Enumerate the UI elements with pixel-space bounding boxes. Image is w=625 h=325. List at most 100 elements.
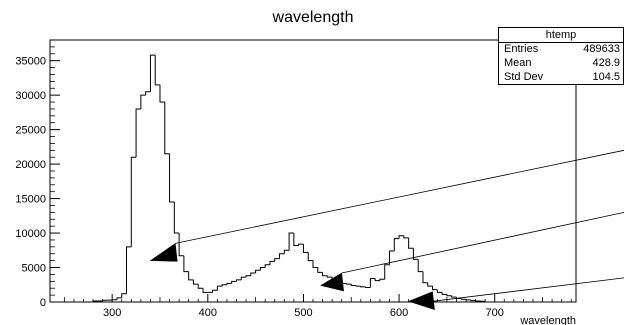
histogram-bin [398, 235, 404, 239]
stats-value-mean: 428.9 [592, 57, 620, 69]
annotation-line [341, 211, 625, 274]
y-tick-label: 10000 [15, 228, 46, 240]
histogram-bin [460, 298, 467, 300]
histogram-bin [317, 267, 323, 273]
histogram-bin [283, 249, 290, 254]
histogram-bin [159, 84, 165, 103]
histogram-bin [130, 156, 137, 247]
x-tick-label: 700 [486, 307, 504, 319]
histogram-bin [298, 243, 304, 246]
histogram-bin [355, 285, 361, 287]
stats-value-entries: 489633 [583, 43, 620, 55]
histogram-bin [379, 278, 385, 281]
y-tick-label: 15000 [15, 194, 46, 206]
histogram-bin [436, 289, 443, 293]
histogram-bin [116, 297, 122, 300]
histogram-bin [183, 255, 189, 273]
histogram-bin [240, 276, 247, 280]
annotation-line [432, 277, 625, 302]
histogram-bin [135, 108, 141, 158]
histogram-bin [408, 237, 414, 249]
arrow-head [319, 272, 344, 292]
histogram-bin [197, 284, 204, 289]
plot-axes: 300 400 500 600 700 0 5000 10000 15000 20000 25000… [15, 39, 577, 319]
histogram-bin [216, 285, 223, 291]
histogram-bin [188, 271, 194, 281]
histogram-bin [255, 269, 261, 274]
histogram-bin [245, 275, 251, 278]
y-tick-label: 5000 [22, 263, 46, 275]
stats-value-std-dev: 104.5 [592, 71, 620, 83]
y-tick-label: 35000 [15, 56, 46, 68]
histogram-bin [264, 264, 270, 268]
histogram-bin [326, 275, 333, 278]
histogram-bin [446, 294, 452, 297]
stats-label-entries: Entries [504, 43, 539, 55]
y-tick-label: 25000 [15, 125, 46, 137]
histogram-bin [470, 299, 476, 302]
y-tick-label: 0 [40, 297, 46, 309]
histogram-bin [412, 248, 419, 260]
x-tick-label: 300 [103, 307, 121, 319]
histogram-bin [374, 278, 380, 282]
histogram-bin [192, 279, 199, 285]
histogram-bin [403, 235, 409, 239]
histogram-bin [164, 102, 170, 155]
histogram-bin [226, 282, 232, 285]
histogram-bin [345, 283, 352, 285]
histogram-bin [451, 295, 457, 298]
histogram-bin [145, 91, 151, 96]
histogram-bin [140, 94, 146, 109]
histogram-series [92, 54, 486, 302]
histogram-bin [322, 272, 328, 277]
histogram-bin [288, 232, 294, 251]
stats-row-mean: Mean 428.9 [499, 56, 623, 70]
histogram-bin [279, 253, 285, 259]
x-tick-label: 600 [390, 307, 408, 319]
histogram-bin [102, 299, 108, 301]
histogram-bin [441, 292, 447, 295]
histogram-bin [369, 278, 376, 288]
stats-label-mean: Mean [504, 57, 532, 69]
histogram-bin [154, 55, 160, 86]
histogram-bin [427, 282, 433, 287]
arrow-head [407, 291, 435, 311]
histogram-bin [202, 288, 208, 293]
histogram-bin [312, 260, 318, 269]
histogram-bin [121, 293, 127, 298]
histogram-bin [231, 280, 237, 284]
histogram-bin [307, 252, 313, 262]
histogram-bin [212, 289, 218, 293]
histogram-bin [422, 271, 428, 284]
stats-row-entries: Entries 489633 [499, 42, 623, 56]
arrow-head [149, 242, 178, 262]
histogram-bin [169, 153, 175, 203]
histogram-bin [417, 259, 423, 273]
x-axis-label: wavelength [519, 315, 576, 325]
histogram-bin [293, 233, 299, 246]
histogram-bin [269, 260, 275, 265]
y-tick-label: 30000 [15, 90, 46, 102]
histogram-bin [350, 284, 357, 286]
histogram-bin [389, 250, 395, 265]
histogram-bin [126, 246, 132, 294]
y-tick-label: 20000 [15, 159, 46, 171]
histogram-bin [250, 272, 256, 276]
histogram-bin [235, 279, 242, 282]
stats-box: htemp Entries 489633 Mean 428.9 Std Dev … [498, 27, 624, 85]
annotation-line [175, 149, 625, 244]
annotation-layer [149, 149, 625, 311]
chart-title: wavelength [272, 9, 354, 26]
stats-box-title: htemp [499, 28, 623, 43]
histogram-bin [178, 233, 184, 257]
x-tick-label: 400 [199, 307, 217, 319]
histogram-bin [92, 300, 98, 302]
histogram-bin [365, 286, 371, 289]
histogram-bin [360, 286, 366, 288]
histogram-bin [149, 54, 156, 92]
histogram-bin [259, 267, 266, 271]
histogram-bin [173, 202, 180, 234]
x-tick-label: 500 [294, 307, 312, 319]
stats-row-std-dev: Std Dev 104.5 [499, 70, 623, 84]
